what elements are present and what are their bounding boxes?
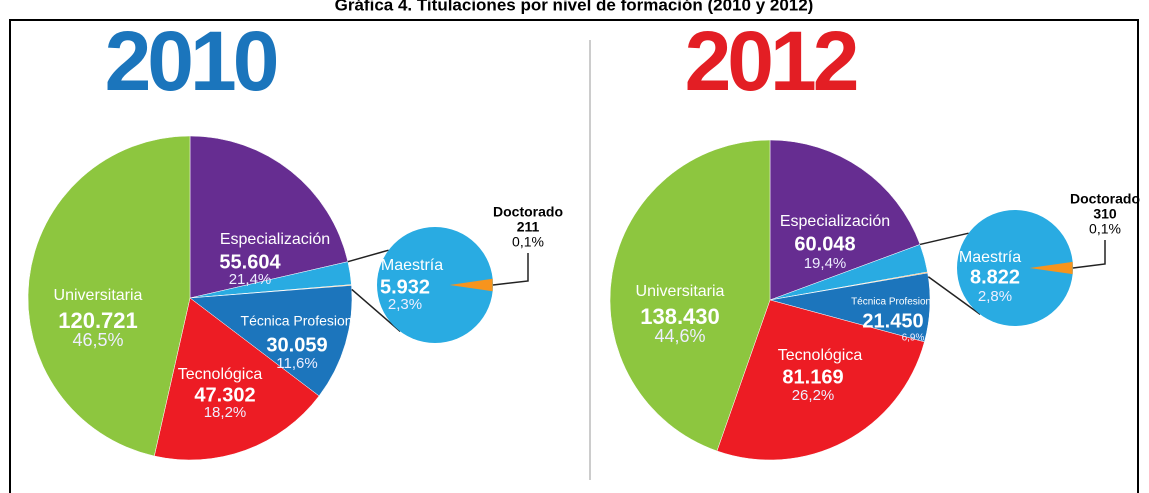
year-title: 2012 xyxy=(685,14,857,108)
pie-slice xyxy=(153,297,320,461)
value-label: 138.430 xyxy=(640,304,720,329)
percentage-label: 2,3% xyxy=(388,296,422,313)
value-label: 30.059 xyxy=(266,334,327,356)
pie-slice xyxy=(189,285,353,397)
value-label: 60.048 xyxy=(794,233,855,255)
category-label: Especialización xyxy=(780,213,890,230)
connector xyxy=(351,288,401,332)
value-label: 310 xyxy=(1093,206,1117,222)
percentage-label: 11,6% xyxy=(276,355,317,372)
value-label: 5.932 xyxy=(380,276,430,298)
connector xyxy=(927,276,981,316)
category-label: Técnica Profesional xyxy=(851,297,939,308)
percentage-label: 2,8% xyxy=(978,288,1012,305)
connector xyxy=(347,249,389,263)
pie-slice xyxy=(189,135,349,299)
category-label: Tecnológica xyxy=(178,366,263,383)
percentage-label: 46,5% xyxy=(72,330,123,350)
percentage-label: 18,2% xyxy=(204,404,247,421)
category-label: Universitaria xyxy=(54,287,143,304)
leader xyxy=(1072,240,1106,269)
category-label: Tecnológica xyxy=(778,347,863,364)
page-title: Gráfica 4. Titulaciones por nivel de for… xyxy=(335,0,814,14)
percentage-label: 21,4% xyxy=(229,271,272,288)
doctorado-wedge xyxy=(1029,261,1073,275)
percentage-label: 44,6% xyxy=(654,326,705,346)
frame xyxy=(9,19,1139,493)
category-label: Doctorado xyxy=(1070,191,1140,207)
category-label: Universitaria xyxy=(636,283,725,300)
pie-slice xyxy=(769,139,921,301)
category-label: Maestría xyxy=(959,249,1021,266)
year-title: 2010 xyxy=(105,14,277,108)
detail-bubble xyxy=(957,210,1073,326)
percentage-label: 0,1% xyxy=(512,234,544,250)
category-label: Técnica Profesional xyxy=(241,313,364,329)
value-label: 21.450 xyxy=(862,310,923,332)
percentage-label: 26,2% xyxy=(792,387,835,404)
pie-slice xyxy=(716,299,925,461)
pie-slice xyxy=(609,139,771,452)
percentage-label: 19,4% xyxy=(804,255,847,272)
doctorado-wedge xyxy=(449,278,493,292)
value-label: 211 xyxy=(517,219,540,235)
value-label: 55.604 xyxy=(219,251,281,273)
leader xyxy=(492,253,529,286)
value-label: 8.822 xyxy=(970,266,1020,288)
percentage-label: 0,1% xyxy=(1089,221,1121,237)
category-label: Doctorado xyxy=(493,204,563,220)
category-label: Maestría xyxy=(381,257,443,274)
percentage-label: 6,9% xyxy=(902,333,925,344)
value-label: 81.169 xyxy=(782,366,843,388)
category-label: Especialización xyxy=(220,231,330,248)
detail-bubble xyxy=(377,227,493,343)
value-label: 120.721 xyxy=(58,308,138,333)
connector xyxy=(919,232,969,246)
value-label: 47.302 xyxy=(194,384,255,406)
pie-slice xyxy=(27,135,191,457)
